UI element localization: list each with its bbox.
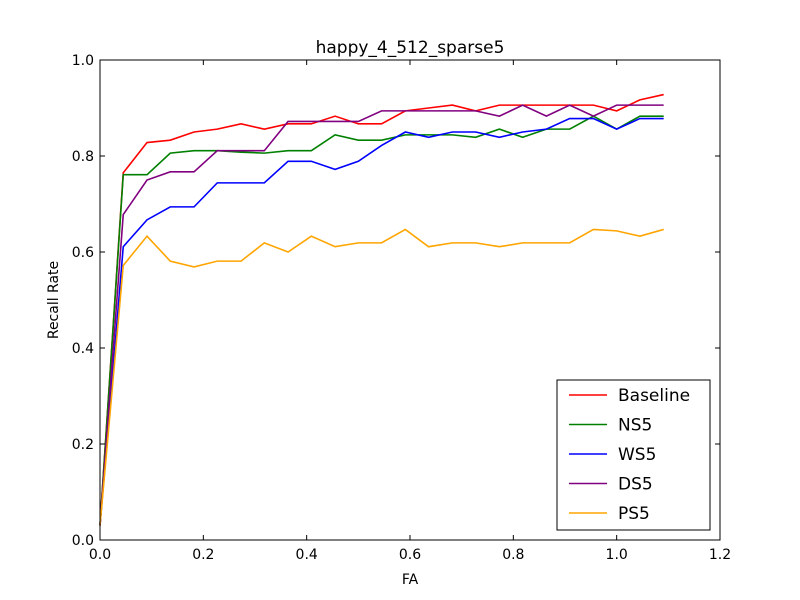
ticks-layer: 0.0 0.2 0.4 0.6 0.8 1.0 1.2 0.0 0.2 0.4 0.6 0.8 1.0 xyxy=(72,53,731,563)
legend-label-ds5: DS5 xyxy=(618,475,653,495)
x-tick-label: 0.0 xyxy=(89,547,111,563)
y-tick-label: 0.6 xyxy=(72,245,94,261)
x-axis-label: FA xyxy=(402,572,419,588)
x-tick-label: 1.2 xyxy=(709,547,731,563)
y-axis-label: Recall Rate xyxy=(46,261,62,339)
y-tick-label: 0.0 xyxy=(72,533,94,549)
y-tick-label: 0.4 xyxy=(72,341,94,357)
legend-label-ns5: NS5 xyxy=(618,416,652,436)
legend-box xyxy=(556,379,711,531)
x-tick-label: 0.4 xyxy=(296,547,318,563)
series-line-ns5 xyxy=(99,115,664,526)
legend: Baseline NS5 WS5 DS5 PS5 xyxy=(556,379,711,531)
x-tick-label: 0.6 xyxy=(399,547,421,563)
legend-label-ws5: WS5 xyxy=(618,445,656,465)
chart-title: happy_4_512_sparse5 xyxy=(316,38,505,58)
y-tick-label: 0.8 xyxy=(72,149,94,165)
x-tick-label: 0.8 xyxy=(502,547,524,563)
series-layer xyxy=(99,93,664,526)
x-tick-label: 1.0 xyxy=(606,547,628,563)
y-tick-label: 0.2 xyxy=(72,437,94,453)
x-tick-label: 0.2 xyxy=(192,547,214,563)
series-line-ds5 xyxy=(99,104,664,526)
y-tick-label: 1.0 xyxy=(72,53,94,69)
legend-label-baseline: Baseline xyxy=(618,386,690,406)
series-line-ws5 xyxy=(99,117,664,526)
series-line-ps5 xyxy=(99,228,664,526)
legend-label-ps5: PS5 xyxy=(618,504,650,524)
